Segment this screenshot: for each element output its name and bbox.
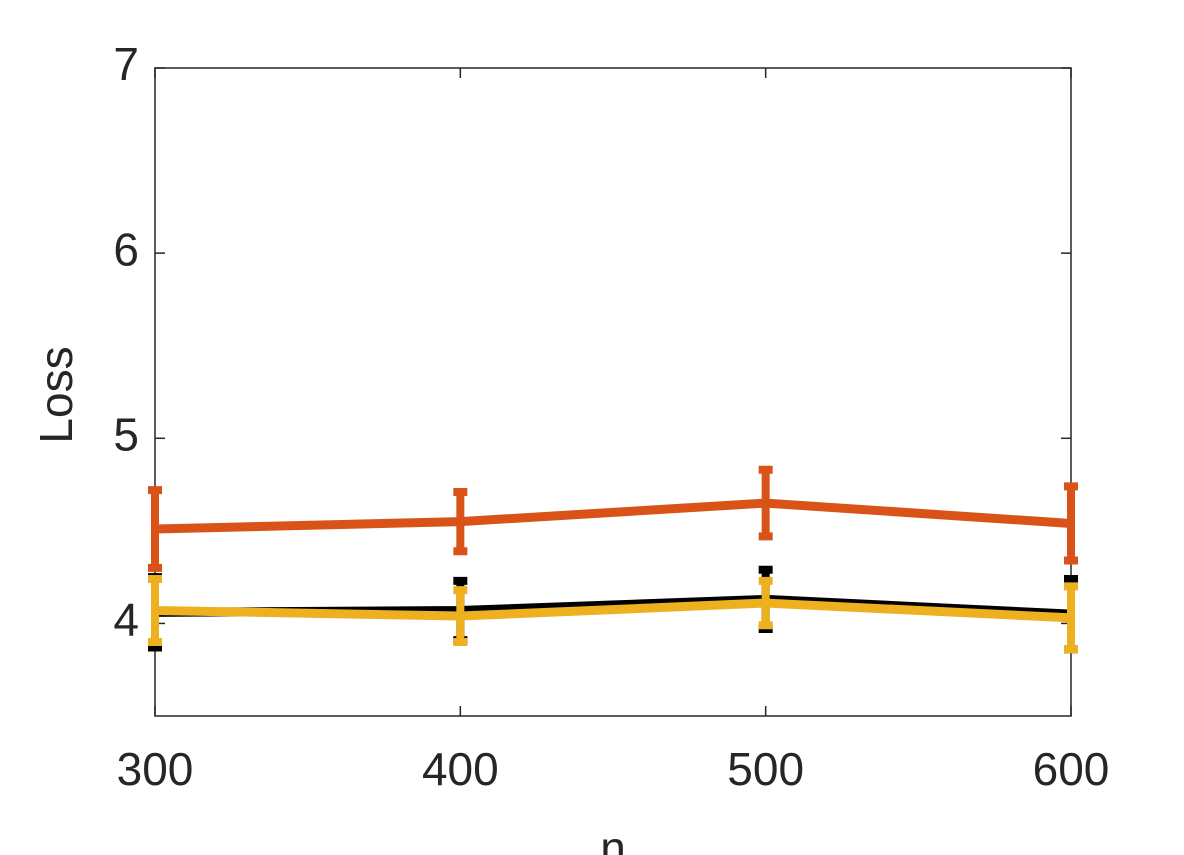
- x-axis-label: n: [600, 822, 626, 855]
- series-line: [154, 498, 1072, 534]
- error-bar: [758, 465, 773, 541]
- error-bar: [148, 574, 162, 646]
- y-tick-label: 6: [113, 223, 139, 275]
- series-line: [154, 598, 1072, 623]
- error-bar: [453, 487, 468, 556]
- error-bar: [1064, 482, 1078, 565]
- error-bar: [453, 586, 468, 646]
- x-tick-label: 300: [117, 743, 194, 795]
- error-bar: [148, 486, 162, 572]
- y-tick-label: 4: [113, 594, 139, 646]
- y-tick-label: 7: [113, 38, 139, 90]
- x-tick-label: 400: [422, 743, 499, 795]
- y-axis-label: Loss: [30, 346, 82, 443]
- error-bar: [758, 576, 773, 630]
- x-tick-label: 600: [1033, 743, 1110, 795]
- plot-frame: [154, 67, 1072, 717]
- y-tick-label: 5: [113, 408, 139, 460]
- x-tick-label: 500: [727, 743, 804, 795]
- error-bar: [1064, 582, 1078, 654]
